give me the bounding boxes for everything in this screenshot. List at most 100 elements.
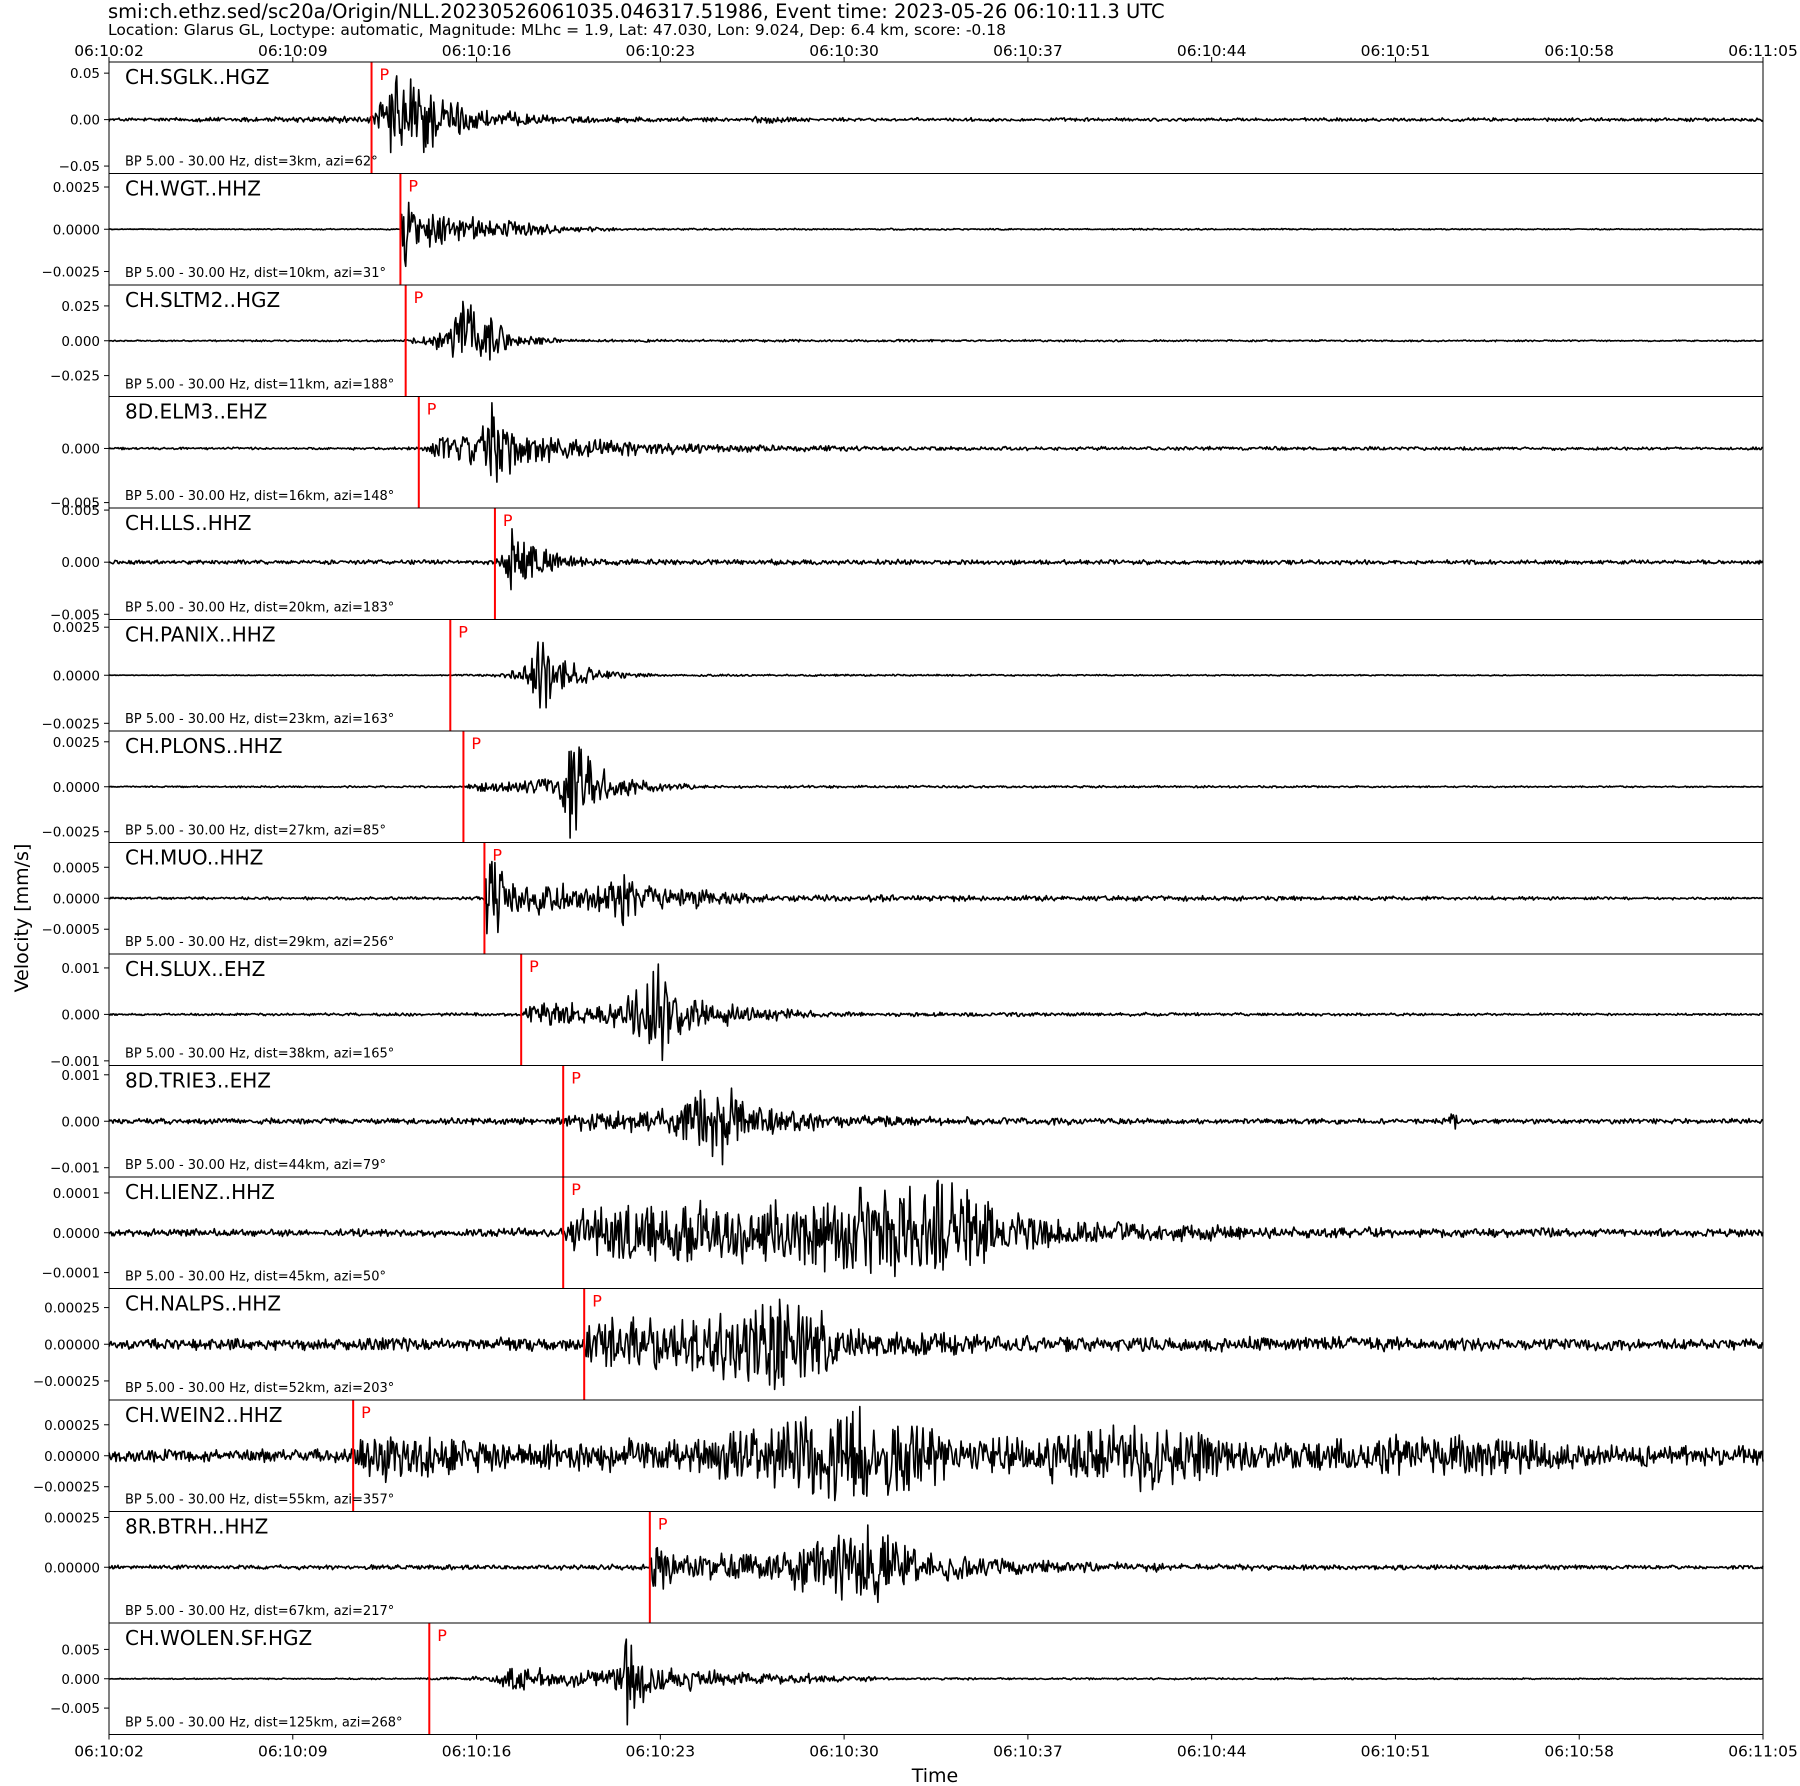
station-label: CH.SGLK..HGZ [125,65,269,89]
x-axis-label: Time [911,1765,959,1786]
bottom-time-axis: 06:10:02 06:10:09 06:10:16 06:10:23 06:10:30… [74,1734,1798,1761]
y-tick-label: −0.0025 [41,716,100,732]
y-tick-label: 0.00025 [44,1510,100,1526]
figure-title: smi:ch.ethz.sed/sc20a/Origin/NLL.2023052… [108,0,1165,23]
p-pick-label: P [380,65,390,84]
top-tick-label: 06:11:05 [1728,42,1798,60]
trace-info-label: BP 5.00 - 30.00 Hz, dist=27km, azi=85° [125,824,386,839]
station-label: CH.WGT..HHZ [125,177,261,201]
y-tick-label: 0.0000 [53,1226,100,1242]
y-tick-label: −0.005 [50,607,100,623]
y-tick-label: 0.00025 [44,1301,100,1317]
station-label: 8D.TRIE3..EHZ [125,1069,271,1093]
trace-info-label: BP 5.00 - 30.00 Hz, dist=11km, azi=188° [125,378,394,393]
trace-info-label: BP 5.00 - 30.00 Hz, dist=16km, azi=148° [125,489,394,504]
trace-info-label: BP 5.00 - 30.00 Hz, dist=52km, azi=203° [125,1381,394,1396]
trace-panel: P 0.00025 0.00000 −0.00025 CH.NALPS..HHZ BP 5… [33,1288,1764,1401]
p-pick-label: P [592,1292,602,1311]
trace-panel: P 0.0005 0.0000 −0.0005 CH.MUO..HHZ BP 5.00 -… [41,842,1764,955]
y-tick-label: 0.00 [70,113,100,129]
p-pick-label: P [427,400,437,419]
y-tick-label: −0.005 [50,1701,100,1717]
station-label: CH.LLS..HHZ [125,511,251,535]
trace-panel: P 0.00025 0.00000 8R.BTRH..HHZ BP 5.00 - 30.… [44,1510,1764,1624]
bottom-tick-label: 06:10:09 [258,1743,328,1761]
trace-panel: P 0.001 0.000 −0.001 8D.TRIE3..EHZ BP 5.00 - … [50,1065,1764,1178]
bottom-tick-label: 06:10:16 [442,1743,512,1761]
y-tick-label: 0.025 [61,299,100,315]
p-pick-label: P [408,177,418,196]
station-label: CH.NALPS..HHZ [125,1292,281,1316]
waveform-line [108,528,1764,591]
waveform-line [108,963,1764,1062]
trace-panel: P 0.0025 0.0000 −0.0025 CH.WGT..HHZ BP 5.00 -… [41,173,1764,286]
y-tick-label: 0.0000 [53,222,100,238]
y-tick-label: 0.000 [61,334,100,350]
y-tick-label: −0.001 [50,1161,100,1177]
waveform-line [108,1405,1764,1502]
y-tick-label: 0.00000 [44,1337,100,1353]
y-tick-label: 0.001 [61,1068,100,1084]
waveform-line [108,1524,1764,1604]
bottom-tick-label: 06:10:58 [1544,1743,1614,1761]
bottom-tick-label: 06:10:37 [993,1743,1063,1761]
y-tick-label: 0.000 [61,1114,100,1130]
p-pick-label: P [492,846,502,865]
station-label: CH.PLONS..HHZ [125,734,282,758]
station-label: CH.MUO..HHZ [125,846,263,870]
trace-info-label: BP 5.00 - 30.00 Hz, dist=125km, azi=268° [125,1716,403,1731]
figure-subtitle: Location: Glarus GL, Loctype: automatic,… [108,21,1006,39]
y-tick-label: −0.0001 [41,1266,100,1282]
bottom-tick-label: 06:11:05 [1728,1743,1798,1761]
y-tick-label: 0.0000 [53,668,100,684]
y-tick-label: 0.000 [61,1672,100,1688]
y-tick-label: −0.001 [50,1054,100,1070]
trace-panel: P 0.025 0.000 −0.025 CH.SLTM2..HGZ BP 5.00 - … [50,284,1764,397]
top-time-axis: 06:10:02 06:10:09 06:10:16 06:10:23 06:10:30… [74,42,1798,62]
top-tick-label: 06:10:44 [1177,42,1247,60]
y-tick-label: 0.00000 [44,1560,100,1576]
waveform-line [108,201,1764,268]
station-label: CH.WEIN2..HHZ [125,1403,283,1427]
bottom-tick-label: 06:10:23 [626,1743,696,1761]
trace-panels: P 0.05 0.00 −0.05 CH.SGLK..HGZ BP 5.00 - 30.0… [33,61,1764,1735]
y-tick-label: 0.0000 [53,780,100,796]
y-tick-label: 0.005 [61,503,100,519]
y-tick-label: 0.0025 [53,620,100,636]
top-tick-label: 06:10:02 [74,42,144,60]
p-pick-label: P [503,511,513,530]
top-tick-label: 06:10:58 [1544,42,1614,60]
waveform-line [108,75,1764,154]
y-tick-label: 0.00025 [44,1418,100,1434]
waveform-line [108,1179,1764,1278]
y-tick-label: −0.0005 [41,922,100,938]
station-label: CH.LIENZ..HHZ [125,1180,275,1204]
station-label: CH.WOLEN.SF.HGZ [125,1626,312,1650]
bottom-tick-label: 06:10:44 [1177,1743,1247,1761]
y-tick-label: 0.005 [61,1642,100,1658]
top-tick-label: 06:10:51 [1361,42,1431,60]
p-pick-label: P [458,623,468,642]
trace-info-label: BP 5.00 - 30.00 Hz, dist=55km, azi=357° [125,1493,394,1508]
trace-info-label: BP 5.00 - 30.00 Hz, dist=45km, azi=50° [125,1270,386,1285]
y-tick-label: 0.00000 [44,1449,100,1465]
y-tick-label: −0.00025 [33,1374,100,1390]
top-tick-label: 06:10:23 [626,42,696,60]
y-tick-label: −0.05 [59,159,100,175]
y-tick-label: −0.00025 [33,1480,100,1496]
trace-panel: P 0.0025 0.0000 −0.0025 CH.PLONS..HHZ BP 5.00… [41,730,1764,843]
y-tick-label: 0.05 [70,66,100,82]
p-pick-label: P [361,1403,371,1422]
p-pick-label: P [658,1515,668,1534]
top-tick-label: 06:10:37 [993,42,1063,60]
y-tick-label: 0.0025 [53,735,100,751]
y-tick-label: 0.001 [61,961,100,977]
top-tick-label: 06:10:30 [809,42,879,60]
trace-info-label: BP 5.00 - 30.00 Hz, dist=44km, azi=79° [125,1158,386,1173]
y-tick-label: 0.0000 [53,891,100,907]
trace-panel: P 0.0025 0.0000 −0.0025 CH.PANIX..HHZ BP 5.00… [41,619,1764,732]
trace-info-label: BP 5.00 - 30.00 Hz, dist=3km, azi=62° [125,155,378,170]
y-tick-label: 0.000 [61,1007,100,1023]
